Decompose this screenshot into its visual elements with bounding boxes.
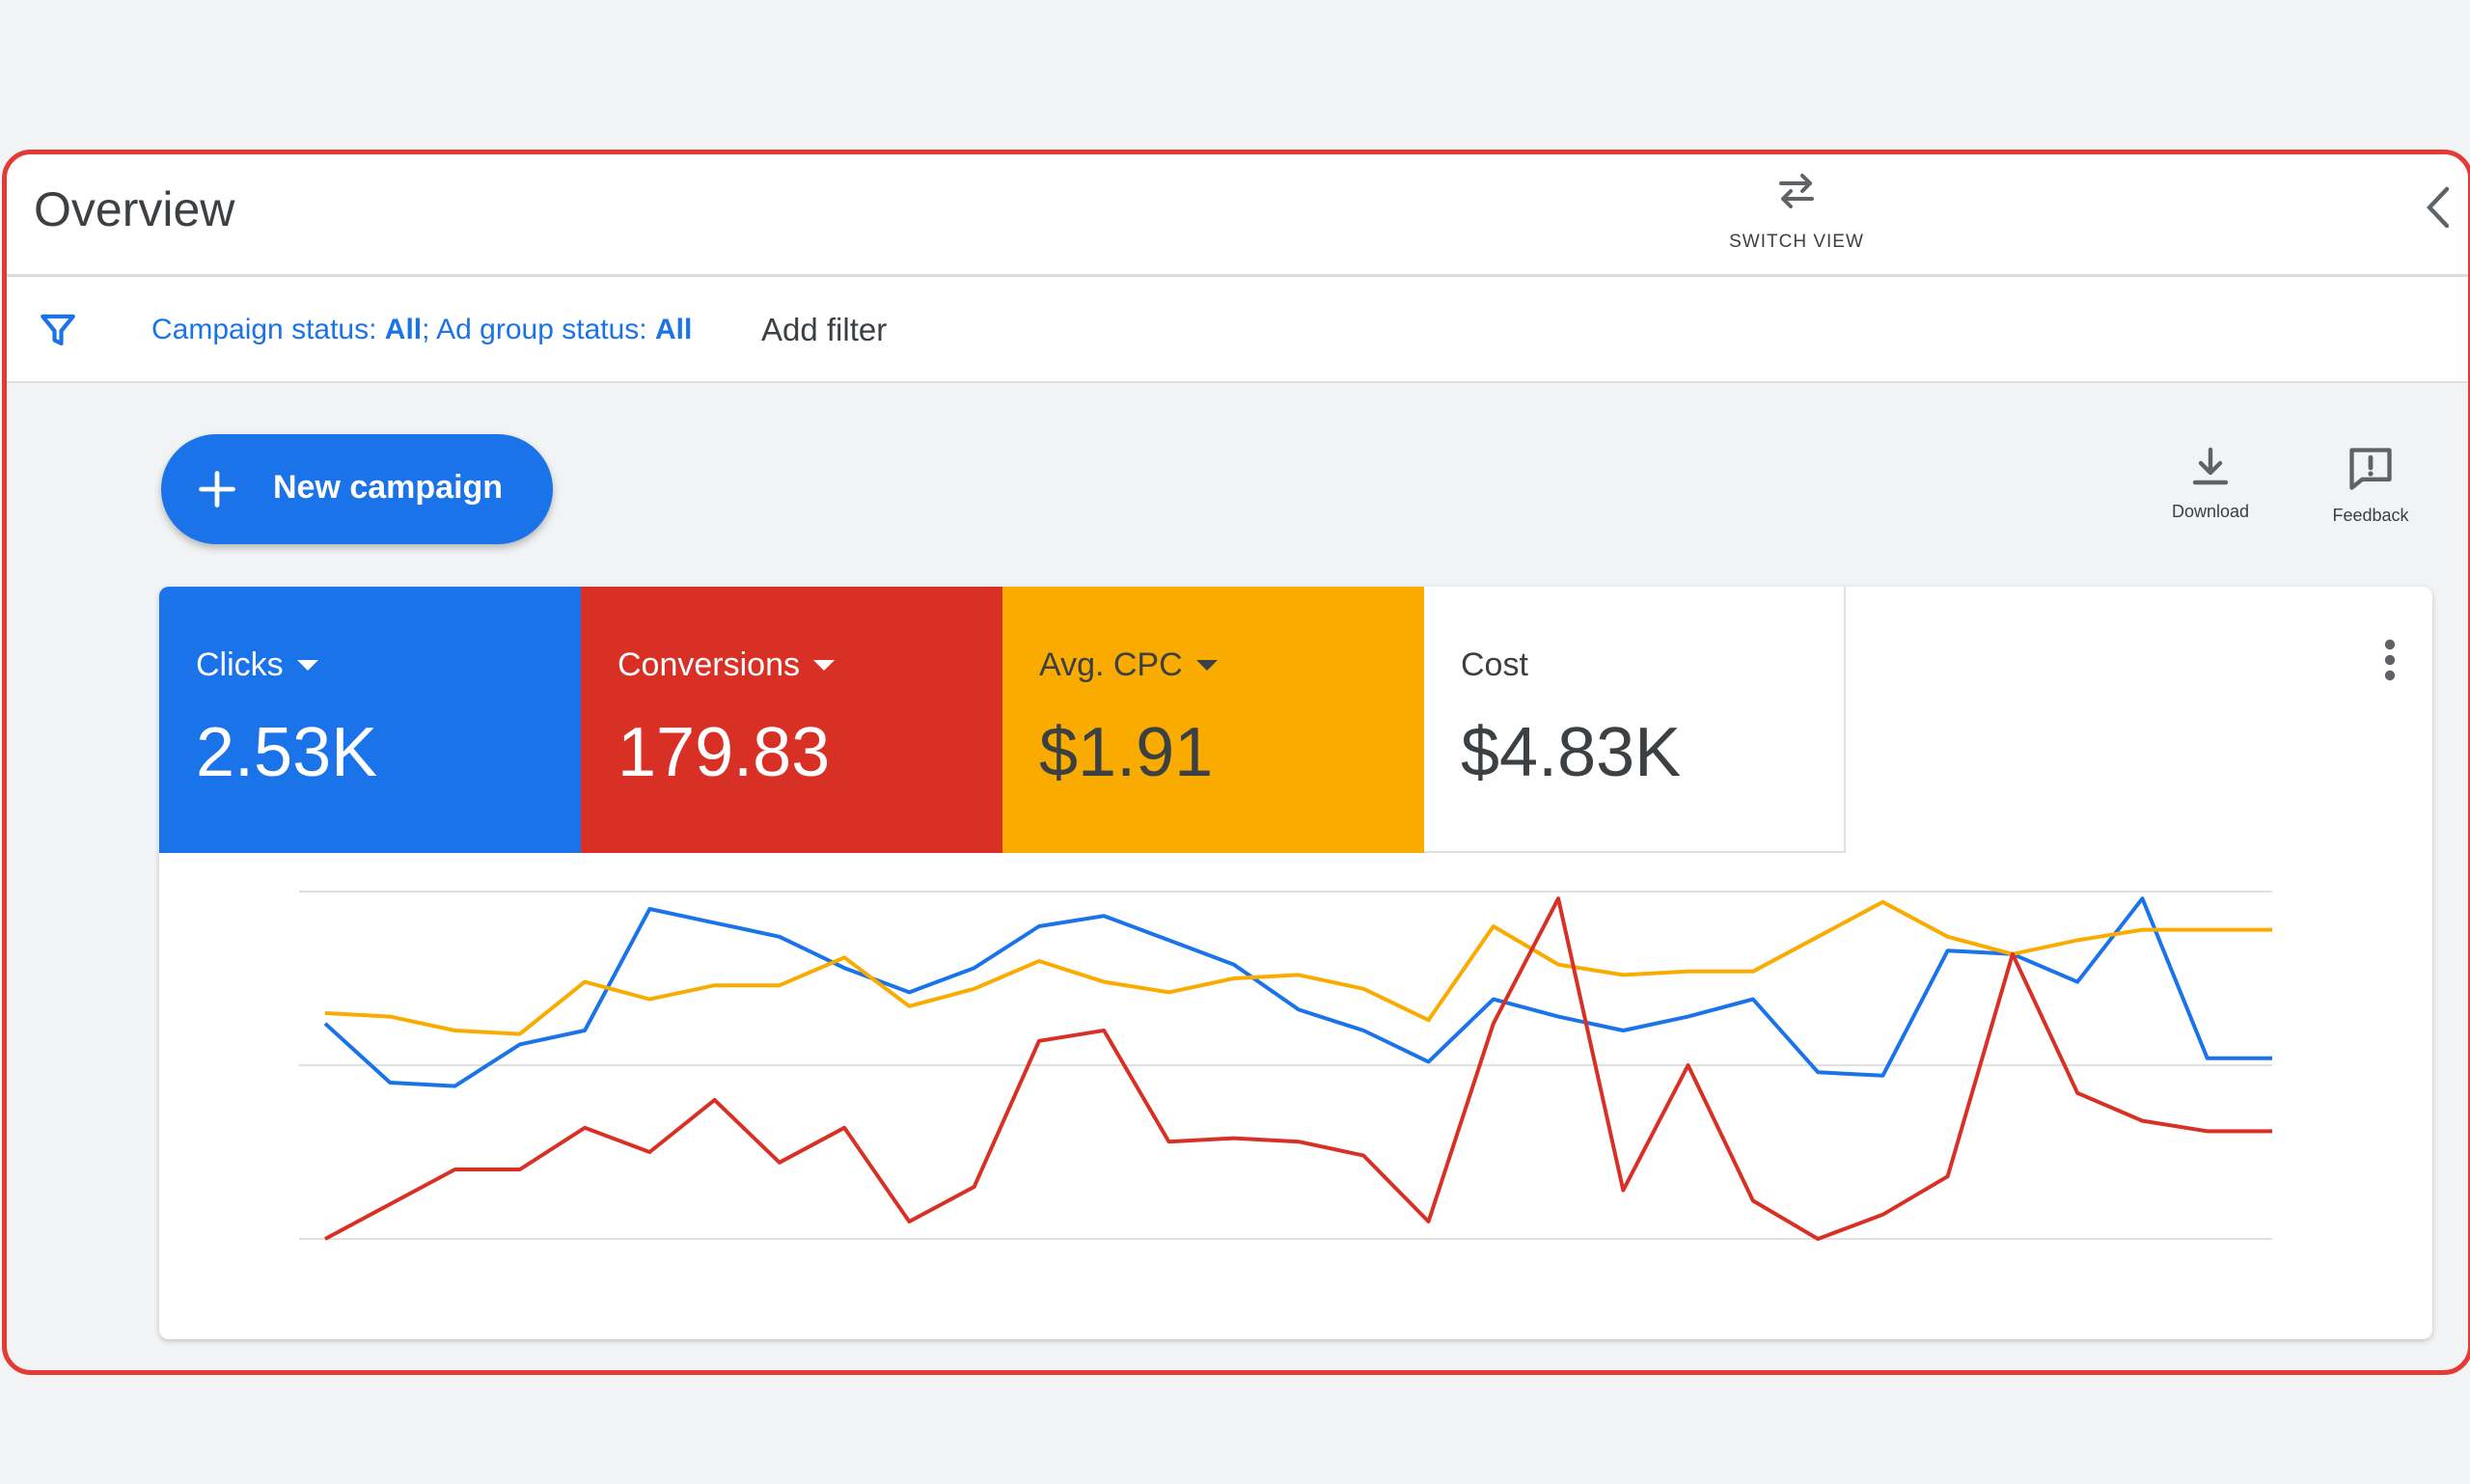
- performance-line-chart: [299, 891, 2272, 1241]
- feedback-label: Feedback: [2332, 506, 2409, 525]
- download-icon: [2192, 447, 2229, 485]
- performance-card: Clicks 2.53K Conversions 179.83 Avg. CPC…: [159, 587, 2432, 1339]
- metric-conversions-value: 179.83: [618, 714, 831, 791]
- metric-cost-name: Cost: [1461, 646, 1528, 683]
- switch-view-label: SWITCH VIEW: [1729, 232, 1864, 252]
- filter-icon[interactable]: [38, 310, 78, 355]
- feedback-button[interactable]: Feedback: [2303, 444, 2438, 526]
- dropdown-caret-icon: [812, 660, 835, 671]
- dropdown-caret-icon: [1195, 660, 1218, 671]
- filter-separator: ;: [422, 314, 437, 345]
- campaign-status-value: All: [384, 314, 423, 345]
- new-campaign-button[interactable]: New campaign: [161, 434, 553, 544]
- ad-group-status-value: All: [654, 314, 693, 345]
- plus-icon: [199, 471, 235, 508]
- metric-conversions[interactable]: Conversions 179.83: [581, 587, 1002, 853]
- metric-clicks[interactable]: Clicks 2.53K: [159, 587, 581, 853]
- more-vert-icon: [2384, 639, 2396, 681]
- switch-arrows-icon: [1779, 174, 1814, 208]
- active-filters[interactable]: Campaign status: All; Ad group status: A…: [151, 314, 692, 346]
- overview-header: Overview SWITCH VIEW: [7, 154, 2468, 277]
- chevron-left-icon: [2426, 186, 2450, 229]
- chart-series-line-0: [323, 896, 2272, 1088]
- metric-clicks-name: Clicks: [196, 646, 284, 683]
- new-campaign-label: New campaign: [273, 469, 504, 506]
- page-title: Overview: [34, 182, 235, 236]
- filter-bar: Campaign status: All; Ad group status: A…: [7, 277, 2468, 383]
- metric-avg-cpc[interactable]: Avg. CPC $1.91: [1002, 587, 1424, 853]
- ad-group-status-label: Ad group status:: [436, 314, 655, 345]
- feedback-icon: [2349, 448, 2392, 490]
- metric-cost[interactable]: Cost $4.83K: [1424, 587, 1846, 853]
- collapse-panel-button[interactable]: [2420, 183, 2458, 232]
- chart-series-line-2: [324, 896, 2272, 1241]
- switch-view-button[interactable]: SWITCH VIEW: [1710, 168, 1883, 264]
- dropdown-caret-icon: [296, 660, 318, 671]
- metric-cost-value: $4.83K: [1461, 714, 1682, 791]
- add-filter-button[interactable]: Add filter: [761, 312, 888, 347]
- metric-conversions-name: Conversions: [618, 646, 800, 683]
- campaign-status-label: Campaign status:: [151, 314, 385, 345]
- metric-avg-cpc-name: Avg. CPC: [1039, 646, 1183, 683]
- more-options-button[interactable]: [2380, 637, 2400, 688]
- download-button[interactable]: Download: [2143, 444, 2278, 522]
- metric-avg-cpc-value: $1.91: [1039, 714, 1214, 791]
- overview-panel: Overview SWITCH VIEW Campaign status: Al…: [2, 150, 2470, 1375]
- chart-series-line-1: [324, 899, 2272, 1036]
- download-label: Download: [2171, 502, 2250, 521]
- metric-clicks-value: 2.53K: [196, 714, 378, 791]
